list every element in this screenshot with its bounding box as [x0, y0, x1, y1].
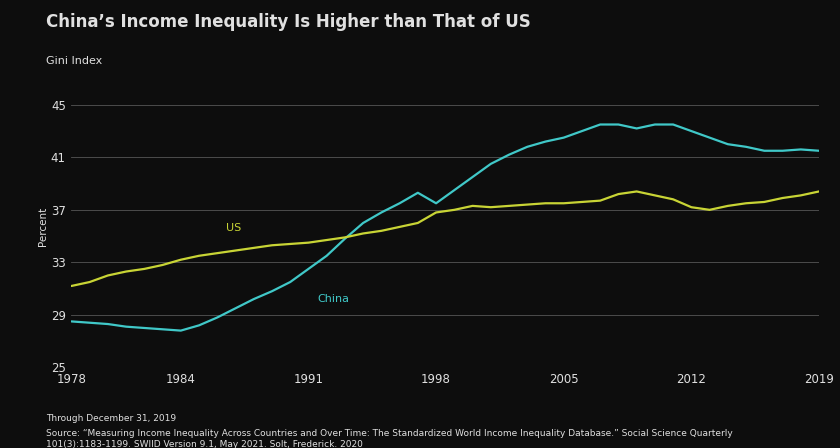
Text: Through December 31, 2019: Through December 31, 2019	[46, 414, 176, 423]
Text: China: China	[318, 294, 349, 304]
Text: China’s Income Inequality Is Higher than That of US: China’s Income Inequality Is Higher than…	[46, 13, 531, 31]
Text: Source: “Measuring Income Inequality Across Countries and Over Time: The Standar: Source: “Measuring Income Inequality Acr…	[46, 429, 733, 448]
Text: Gini Index: Gini Index	[46, 56, 102, 66]
Y-axis label: Percent: Percent	[38, 207, 48, 246]
Text: US: US	[227, 223, 242, 233]
